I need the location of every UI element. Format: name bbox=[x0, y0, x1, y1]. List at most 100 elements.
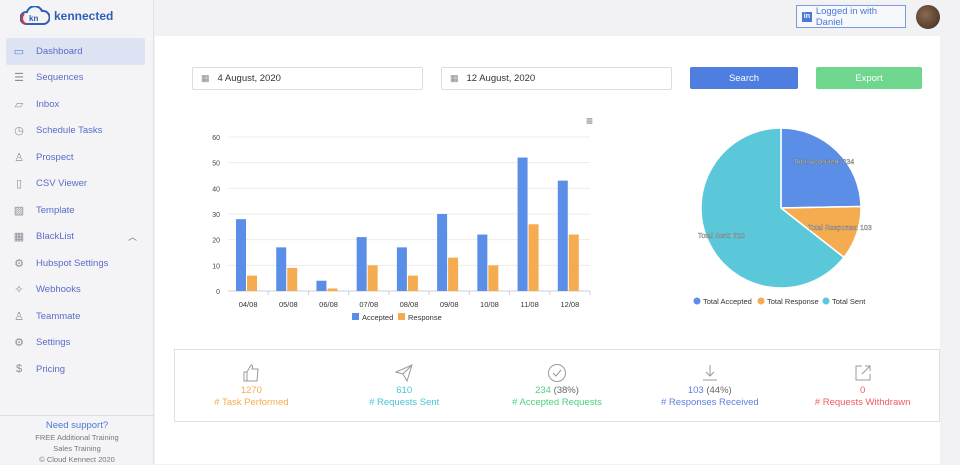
x-tick-label: 08/08 bbox=[400, 300, 419, 309]
sidebar-item-dashboard[interactable]: ▭ Dashboard bbox=[6, 38, 145, 65]
legend-label[interactable]: Total Sent bbox=[832, 297, 866, 306]
bar-accepted[interactable] bbox=[316, 280, 327, 291]
x-tick-label: 11/08 bbox=[521, 300, 539, 309]
sidebar-item-label: Template bbox=[36, 204, 75, 216]
chevron-up-icon[interactable]: ︿ bbox=[127, 232, 137, 243]
free-training-link[interactable]: FREE Additional Training bbox=[35, 433, 119, 442]
stat-responses-received: 103 (44%) # Responses Received bbox=[633, 350, 786, 421]
stat-value: 0 bbox=[859, 385, 866, 396]
linkedin-icon: in bbox=[802, 11, 812, 22]
legend-dot bbox=[693, 297, 701, 305]
legend-label[interactable]: Total Accepted bbox=[703, 297, 752, 306]
y-tick-label: 60 bbox=[212, 135, 220, 142]
end-date-value: 12 August, 2020 bbox=[466, 73, 536, 84]
dollar-icon: $ bbox=[15, 363, 23, 376]
list-icon: ☰ bbox=[14, 72, 24, 85]
bar-accepted[interactable] bbox=[477, 234, 488, 291]
sidebar-item-teammate[interactable]: ♙ Teammate bbox=[6, 303, 145, 330]
y-tick-label: 50 bbox=[212, 161, 220, 168]
stat-label: # Accepted Requests bbox=[512, 397, 602, 408]
sidebar-item-settings[interactable]: ⚙ Settings bbox=[6, 330, 145, 357]
sidebar-item-csv-viewer[interactable]: ▯ CSV Viewer bbox=[6, 171, 145, 198]
sidebar-item-pricing[interactable]: $ Pricing bbox=[6, 356, 145, 383]
avatar[interactable] bbox=[916, 5, 940, 29]
bar-response[interactable] bbox=[367, 265, 378, 291]
bar-accepted[interactable] bbox=[517, 157, 528, 291]
bar-accepted[interactable] bbox=[356, 237, 367, 291]
search-button[interactable]: Search bbox=[690, 67, 798, 89]
sidebar-nav: ▭ Dashboard ☰ Sequences ▱ Inbox ◷ Schedule Task… bbox=[6, 38, 145, 383]
bar-accepted[interactable] bbox=[396, 247, 407, 291]
stat-percent: (44%) bbox=[706, 385, 732, 396]
copyright: © Cloud Kennect 2020 bbox=[39, 455, 115, 464]
y-tick-label: 0 bbox=[216, 289, 220, 296]
linkedin-login-button[interactable]: in Logged in with Daniel bbox=[796, 5, 906, 28]
monitor-icon: ▭ bbox=[13, 45, 25, 58]
sidebar-item-label: Settings bbox=[36, 337, 71, 349]
sidebar-item-label: Inbox bbox=[36, 98, 60, 110]
sidebar-item-hubspot-settings[interactable]: ⚙ Hubspot Settings bbox=[6, 250, 145, 277]
pie-data-label: Total Accepted: 234 bbox=[793, 159, 854, 166]
sales-training-link[interactable]: Sales Training bbox=[53, 444, 101, 453]
sidebar-item-template[interactable]: ▨ Template bbox=[6, 197, 145, 224]
bar-response[interactable] bbox=[287, 267, 298, 291]
image-icon: ▨ bbox=[13, 204, 25, 217]
bar-response[interactable] bbox=[247, 275, 257, 291]
user-icon: ♙ bbox=[14, 310, 24, 323]
brand-name: kennected bbox=[54, 9, 114, 23]
x-tick-label: 10/08 bbox=[480, 300, 499, 309]
export-button[interactable]: Export bbox=[816, 67, 922, 89]
legend-label[interactable]: Response bbox=[408, 313, 442, 322]
bar-response[interactable] bbox=[448, 257, 459, 291]
need-support-link[interactable]: Need support? bbox=[45, 420, 109, 431]
gear-icon: ⚙ bbox=[14, 337, 24, 350]
pie-slice-total-sent[interactable] bbox=[700, 127, 846, 289]
bar-accepted[interactable] bbox=[276, 247, 287, 291]
sidebar-item-label: Schedule Tasks bbox=[36, 125, 103, 137]
sidebar-item-label: BlackList bbox=[36, 231, 75, 243]
svg-text:kn: kn bbox=[29, 14, 38, 23]
legend-label[interactable]: Accepted bbox=[362, 313, 393, 322]
end-date-input[interactable]: ▦ 12 August, 2020 bbox=[441, 67, 672, 90]
x-tick-label: 07/08 bbox=[359, 300, 378, 309]
legend-dot bbox=[757, 297, 765, 305]
login-label: Logged in with Daniel bbox=[815, 5, 878, 28]
sidebar-item-inbox[interactable]: ▱ Inbox bbox=[6, 91, 145, 118]
y-tick-label: 20 bbox=[212, 238, 220, 245]
pie-data-label: Total Sent: 610 bbox=[698, 233, 745, 240]
bar-response[interactable] bbox=[488, 265, 499, 291]
x-tick-label: 04/08 bbox=[239, 300, 258, 309]
sidebar-item-blacklist[interactable]: ▦ BlackList ︿ bbox=[6, 224, 145, 251]
legend-label[interactable]: Total Response bbox=[767, 297, 819, 306]
bar-accepted[interactable] bbox=[437, 214, 448, 291]
sidebar-item-label: Pricing bbox=[36, 363, 66, 375]
stat-accepted-requests: 234 (38%) # Accepted Requests bbox=[481, 350, 634, 421]
sidebar-item-sequences[interactable]: ☰ Sequences bbox=[6, 65, 145, 92]
bar-response[interactable] bbox=[327, 288, 338, 291]
sidebar-item-webhooks[interactable]: ✧ Webhooks bbox=[6, 277, 145, 304]
sidebar-item-label: Webhooks bbox=[36, 284, 81, 296]
sidebar-item-prospect[interactable]: ♙ Prospect bbox=[6, 144, 145, 171]
bar-accepted[interactable] bbox=[236, 219, 246, 291]
sidebar: kn kennected ▭ Dashboard ☰ Sequences ▱ Inbox ◷… bbox=[0, 0, 154, 464]
sidebar-item-label: Sequences bbox=[36, 72, 84, 84]
pie-slice-total-accepted[interactable] bbox=[780, 127, 862, 209]
x-tick-label: 09/08 bbox=[440, 300, 459, 309]
x-tick-label: 05/08 bbox=[279, 300, 298, 309]
paper-plane-icon bbox=[394, 364, 413, 383]
bar-accepted[interactable] bbox=[557, 180, 568, 291]
logo[interactable]: kn kennected bbox=[20, 6, 113, 26]
legend-swatch bbox=[398, 313, 405, 320]
y-tick-label: 40 bbox=[212, 186, 220, 193]
bar-response[interactable] bbox=[528, 224, 539, 291]
stat-value: 234 bbox=[535, 385, 551, 396]
stat-label: # Task Performed bbox=[214, 397, 289, 408]
bar-response[interactable] bbox=[407, 275, 418, 291]
bar-chart: ≡ 0 10 20 30 40 50 60 04/08 05/08 06/08 07/08 08/08 0… bbox=[212, 114, 593, 322]
start-date-input[interactable]: ▦ 4 August, 2020 bbox=[192, 67, 423, 90]
x-tick-label: 12/08 bbox=[560, 300, 579, 309]
bar-response[interactable] bbox=[568, 234, 579, 291]
sidebar-item-schedule-tasks[interactable]: ◷ Schedule Tasks bbox=[6, 118, 145, 145]
stat-value: 610 bbox=[396, 385, 413, 396]
chart-menu-icon[interactable]: ≡ bbox=[586, 114, 593, 128]
